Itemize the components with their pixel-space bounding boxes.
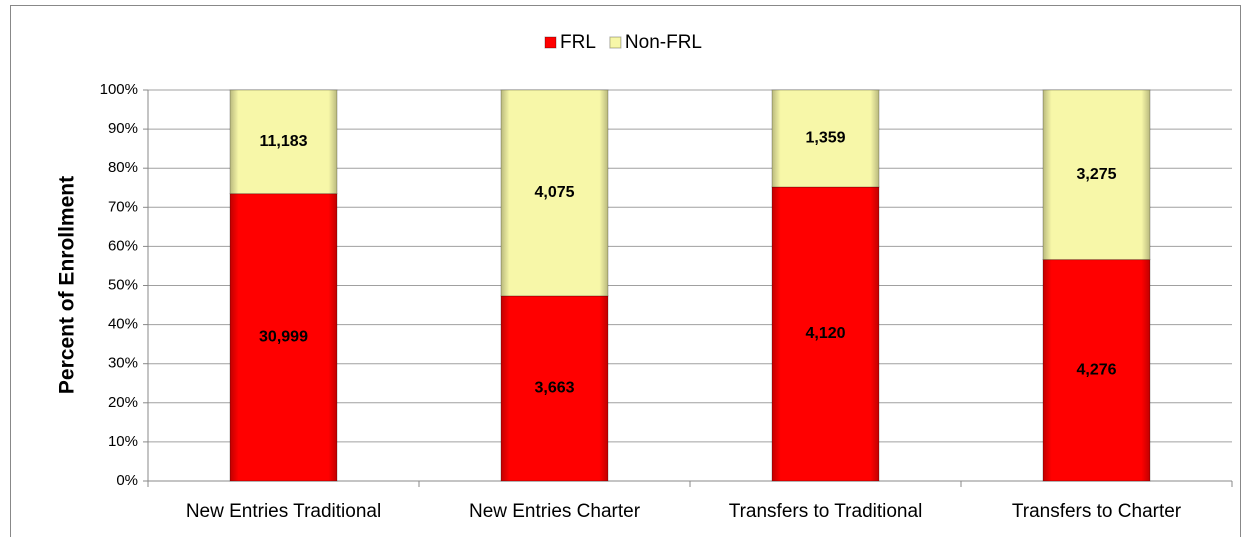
- chart-border: [10, 5, 1241, 537]
- y-tick-label: 60%: [108, 237, 138, 254]
- y-tick-label: 20%: [108, 394, 138, 411]
- data-label: 1,359: [805, 130, 845, 147]
- x-tick-label: Transfers to Traditional: [729, 501, 923, 522]
- y-tick-label: 30%: [108, 355, 138, 372]
- y-tick-label: 10%: [108, 433, 138, 450]
- y-tick-label: 80%: [108, 159, 138, 176]
- bar-shade: [501, 295, 608, 481]
- y-tick-label: 100%: [100, 81, 138, 98]
- y-tick-label: 90%: [108, 120, 138, 137]
- bar-shade: [230, 193, 337, 481]
- bar-shade: [501, 90, 608, 296]
- y-tick-label: 70%: [108, 198, 138, 215]
- bar-shade: [772, 186, 879, 481]
- legend-label: Non-FRL: [625, 32, 702, 53]
- data-label: 3,275: [1076, 166, 1116, 183]
- y-axis-label: Percent of Enrollment: [56, 176, 79, 394]
- data-label: 3,663: [534, 380, 574, 397]
- y-tick-label: 0%: [116, 472, 138, 489]
- y-tick-label: 40%: [108, 316, 138, 333]
- x-tick-label: Transfers to Charter: [1012, 501, 1182, 522]
- bar-shade: [230, 90, 337, 194]
- legend-label: FRL: [560, 32, 596, 53]
- x-tick-label: New Entries Charter: [469, 501, 641, 522]
- data-label: 30,999: [259, 329, 308, 346]
- data-label: 4,075: [534, 184, 574, 201]
- data-label: 4,276: [1076, 362, 1116, 379]
- bar-shade: [1043, 90, 1150, 260]
- legend-swatch: [544, 36, 557, 49]
- bar-shade: [1043, 259, 1150, 481]
- data-label: 4,120: [805, 325, 845, 342]
- y-tick-label: 50%: [108, 276, 138, 293]
- data-label: 11,183: [259, 133, 307, 150]
- x-tick-label: New Entries Traditional: [186, 501, 381, 522]
- bar-shade: [772, 90, 879, 187]
- legend-swatch: [609, 36, 622, 49]
